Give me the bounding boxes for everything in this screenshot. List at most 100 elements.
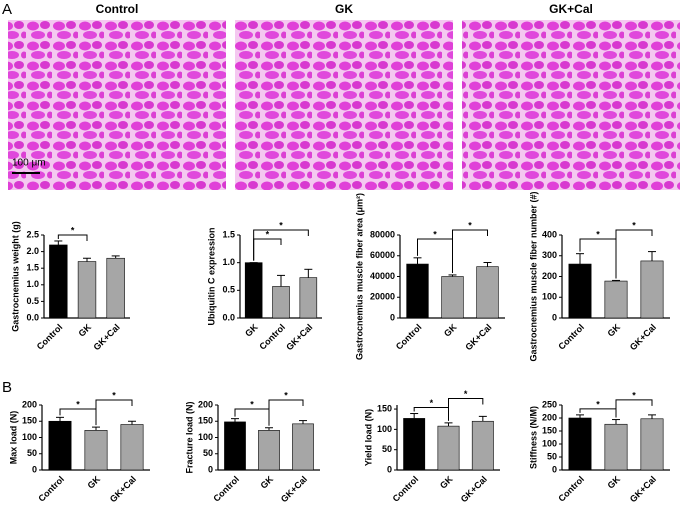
- y-tick-label: 80000: [370, 229, 395, 239]
- significance-bracket: [615, 399, 653, 418]
- y-axis-label: Gastrocnemius muscle fiber number (#): [528, 191, 538, 361]
- significance-bracket: [579, 238, 617, 252]
- y-tick-label: 50: [203, 448, 213, 458]
- y-tick-label: 200: [542, 412, 557, 422]
- y-tick-label: 100: [542, 438, 557, 448]
- bar: [49, 244, 68, 319]
- significance-label: *: [632, 390, 636, 400]
- bar: [568, 417, 592, 471]
- y-tick-label: 200: [22, 399, 37, 409]
- y-axis-label: Gastrocnemius muscle fiber area (μm²): [354, 193, 364, 360]
- bar: [476, 266, 499, 319]
- x-tick-label: Control: [556, 474, 586, 504]
- bar: [604, 423, 628, 471]
- significance-bracket: [413, 407, 449, 414]
- significance-label: *: [112, 390, 116, 400]
- bar: [224, 421, 246, 471]
- bar: [604, 280, 628, 319]
- y-tick-label: 0.0: [26, 312, 39, 322]
- y-tick-label: 400: [542, 229, 557, 239]
- significance-label: *: [468, 220, 472, 230]
- x-tick-label: Control: [391, 474, 421, 504]
- significance-label: *: [632, 220, 636, 230]
- x-tick-label: GK+Cal: [108, 474, 138, 504]
- y-tick-label: 2.0: [26, 246, 39, 256]
- bar: [84, 430, 108, 471]
- significance-label: *: [250, 399, 254, 409]
- y-tick-label: 150: [542, 425, 557, 435]
- x-tick-label: GK+Cal: [279, 474, 309, 504]
- significance-bracket: [579, 408, 617, 415]
- y-tick-label: 150: [377, 403, 392, 413]
- significance-label: *: [430, 398, 434, 408]
- x-tick-label: GK+Cal: [284, 322, 314, 352]
- significance-bracket: [253, 238, 282, 261]
- significance-bracket: [59, 408, 97, 416]
- significance-label: *: [76, 399, 80, 409]
- x-tick-label: GK+Cal: [628, 474, 658, 504]
- y-axis-label: Stiffness (N/M): [528, 406, 538, 469]
- significance-bracket: [452, 229, 488, 273]
- x-tick-label: GK: [243, 322, 260, 339]
- significance-bracket: [95, 399, 133, 426]
- y-axis-label: Ubiquitin C expression: [206, 227, 216, 325]
- bar: [403, 418, 426, 471]
- y-tick-label: 1.0: [26, 279, 39, 289]
- significance-label: *: [71, 225, 75, 235]
- y-tick-label: 250: [542, 399, 557, 409]
- histology-image: [8, 20, 226, 190]
- x-tick-label: Control: [556, 322, 586, 352]
- x-tick-label: GK+Cal: [463, 322, 493, 352]
- significance-bracket: [57, 234, 88, 241]
- significance-bracket: [234, 408, 270, 417]
- y-tick-label: 100: [198, 432, 213, 442]
- x-tick-label: GK: [442, 322, 459, 339]
- bar: [640, 260, 664, 319]
- panel-label: B: [2, 379, 12, 396]
- bar: [640, 418, 664, 471]
- significance-bracket: [253, 229, 309, 261]
- scale-bar-label: 100 μm: [12, 158, 46, 169]
- bar: [568, 263, 592, 319]
- x-tick-label: GK: [258, 474, 275, 491]
- x-tick-label: GK+Cal: [628, 322, 658, 352]
- significance-label: *: [433, 229, 437, 239]
- x-tick-label: GK: [76, 322, 93, 339]
- x-tick-label: GK: [605, 322, 622, 339]
- y-tick-label: 0: [32, 464, 37, 474]
- y-tick-label: 1.5: [26, 263, 39, 273]
- bar: [471, 420, 494, 471]
- y-tick-label: 150: [22, 416, 37, 426]
- significance-bracket: [615, 229, 653, 279]
- y-tick-label: 60000: [370, 250, 395, 260]
- y-tick-label: 50: [547, 451, 557, 461]
- x-tick-label: Control: [211, 474, 241, 504]
- y-tick-label: 0.5: [26, 296, 39, 306]
- bar: [258, 430, 280, 471]
- x-tick-label: Control: [35, 322, 65, 352]
- y-tick-label: 0: [208, 464, 213, 474]
- bar: [77, 261, 97, 319]
- x-tick-label: Control: [257, 322, 287, 352]
- bar: [299, 277, 318, 319]
- y-axis-label: Max load (N): [8, 411, 18, 465]
- significance-label: *: [279, 220, 283, 230]
- x-tick-label: GK+Cal: [459, 474, 489, 504]
- significance-bracket: [268, 399, 304, 426]
- y-tick-label: 0: [552, 464, 557, 474]
- image-title: GK+Cal: [549, 2, 593, 16]
- y-tick-label: 100: [22, 432, 37, 442]
- y-tick-label: 1.0: [222, 257, 235, 267]
- y-tick-label: 100: [377, 424, 392, 434]
- x-tick-label: Control: [36, 474, 66, 504]
- histology-image: [235, 20, 453, 190]
- y-axis-label: Gastrocnemius weight (g): [10, 221, 20, 332]
- y-tick-label: 200: [198, 399, 213, 409]
- y-tick-label: 0: [390, 312, 395, 322]
- image-title: GK: [335, 2, 353, 16]
- significance-label: *: [284, 390, 288, 400]
- x-tick-label: GK: [438, 474, 455, 491]
- y-axis-label: Yield load (N): [363, 409, 373, 466]
- y-tick-label: 20000: [370, 292, 395, 302]
